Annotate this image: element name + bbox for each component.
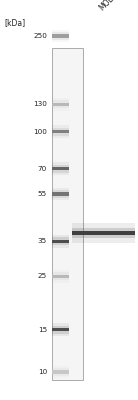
Text: 130: 130	[33, 101, 47, 107]
Text: MOLT-4: MOLT-4	[97, 0, 123, 12]
Text: 250: 250	[33, 33, 47, 39]
Text: 15: 15	[38, 327, 47, 333]
Bar	[52, 237, 69, 245]
Bar	[52, 103, 69, 106]
Text: [kDa]: [kDa]	[4, 18, 25, 27]
Bar	[52, 128, 69, 136]
Bar	[52, 32, 69, 40]
Bar	[52, 48, 83, 380]
Bar	[52, 125, 69, 138]
Text: 100: 100	[33, 129, 47, 135]
Bar	[52, 272, 69, 280]
Bar	[52, 240, 69, 243]
Bar	[52, 100, 69, 108]
Bar	[52, 366, 69, 378]
Bar	[52, 188, 69, 200]
Bar	[52, 34, 69, 38]
Bar	[52, 270, 69, 283]
Bar	[52, 275, 69, 278]
Bar	[52, 98, 69, 111]
Text: 35: 35	[38, 238, 47, 244]
Bar	[52, 326, 69, 334]
Text: 70: 70	[38, 166, 47, 172]
Text: 10: 10	[38, 369, 47, 375]
Bar	[52, 368, 69, 376]
Bar	[52, 190, 69, 198]
Text: 25: 25	[38, 273, 47, 279]
Bar	[52, 328, 69, 331]
Bar	[52, 323, 69, 336]
Bar	[52, 370, 69, 374]
Bar	[52, 162, 69, 175]
Bar	[52, 165, 69, 173]
Bar	[72, 223, 135, 243]
Text: 55: 55	[38, 191, 47, 197]
Bar	[52, 192, 69, 196]
Bar	[52, 30, 69, 42]
Bar	[52, 130, 69, 133]
Bar	[72, 231, 135, 235]
Bar	[52, 235, 69, 248]
Bar	[52, 167, 69, 170]
Bar	[72, 228, 135, 238]
